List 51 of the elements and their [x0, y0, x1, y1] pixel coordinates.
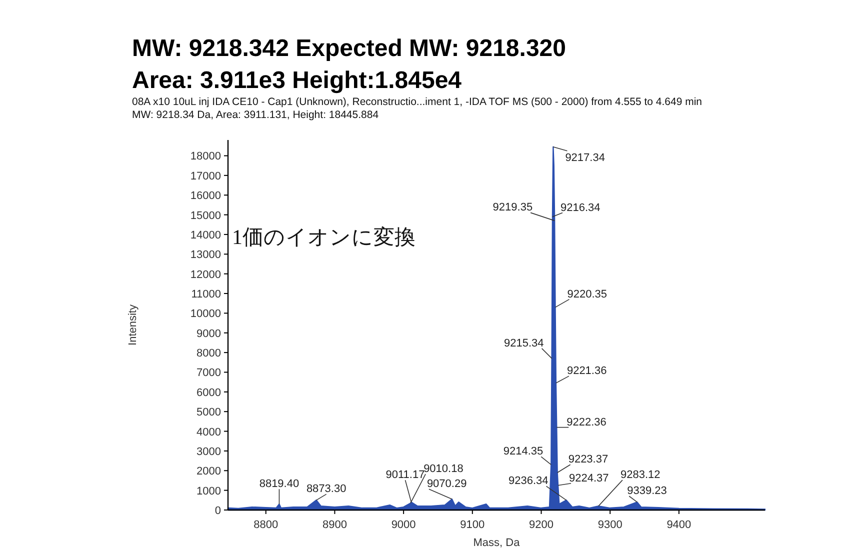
y-tick-label: 14000 [190, 229, 221, 242]
y-tick-label: 18000 [190, 150, 221, 163]
annotation: 8819.40 [259, 478, 300, 490]
x-tick-label: 9000 [391, 519, 416, 531]
annotation: 9216.34 [560, 202, 600, 214]
y-tick-label: 0 [214, 505, 221, 517]
annotation: 9217.34 [565, 152, 605, 164]
y-tick-label: 8000 [196, 348, 221, 360]
annotation: 9236.34 [508, 475, 548, 488]
y-tick-label: 4000 [196, 426, 221, 438]
annotation: 9070.29 [426, 478, 467, 490]
x-tick-label: 9300 [598, 519, 622, 531]
x-tick-label: 9400 [666, 519, 692, 531]
y-tick-label: 9000 [196, 328, 221, 340]
annotation: 8873.30 [306, 483, 346, 496]
x-tick-label: 8800 [254, 519, 278, 531]
y-tick-label: 7000 [196, 367, 221, 380]
annotation: 9214.35 [503, 446, 544, 458]
y-tick-label: 12000 [190, 268, 221, 281]
annotation: 9010.18 [424, 463, 464, 476]
annotation: 9221.36 [566, 365, 607, 378]
annotation: 9223.37 [568, 454, 608, 466]
y-tick-label: 11000 [191, 288, 221, 301]
annotation: 9222.36 [566, 416, 606, 428]
annotation: 9219.35 [492, 202, 533, 214]
y-tick-label: 13000 [190, 249, 221, 262]
y-tick-label: 17000 [190, 170, 221, 182]
text: 08A x10 10uL inj IDA CE10 - Cap1 (Unknown), Reconstructio...iment 1, -IDA TOF MS (500 - 2000) from 4.555 to 4.649 min [132, 96, 702, 108]
y-tick-label: 2000 [196, 466, 221, 478]
y-tick-label: 3000 [196, 446, 221, 458]
x-tick-label: 9200 [529, 519, 554, 531]
y-tick-label: 1000 [196, 485, 221, 498]
annotation: 1価のイオンに変換 [232, 225, 416, 249]
x-tick-label: 8900 [322, 519, 347, 531]
y-tick-label: 15000 [190, 210, 221, 222]
x-tick-label: 9100 [460, 519, 485, 531]
text: MW: 9218.34 Da, Area: 3911.131, Height: 18445.884 [132, 109, 379, 121]
y-tick-label: 5000 [196, 406, 221, 419]
annotation: 9215.34 [504, 337, 544, 350]
annotation: 9224.37 [569, 472, 609, 484]
annotation: 9339.23 [627, 485, 667, 498]
y-tick-label: 10000 [190, 308, 221, 320]
y-axis-title: Intensity [127, 304, 139, 346]
y-tick-label: 16000 [190, 190, 221, 202]
annotation: 9220.35 [567, 288, 608, 300]
chart-title: MW: 9218.342 Expected MW: 9218.320 [132, 35, 566, 62]
annotation: 9283.12 [620, 469, 660, 482]
x-axis-title: Mass, Da [473, 537, 521, 549]
chart-subtitle: Area: 3.911e3 Height:1.845e4 [132, 67, 462, 94]
annotation: 9011.17 [386, 469, 425, 482]
y-tick-label: 6000 [196, 386, 221, 399]
